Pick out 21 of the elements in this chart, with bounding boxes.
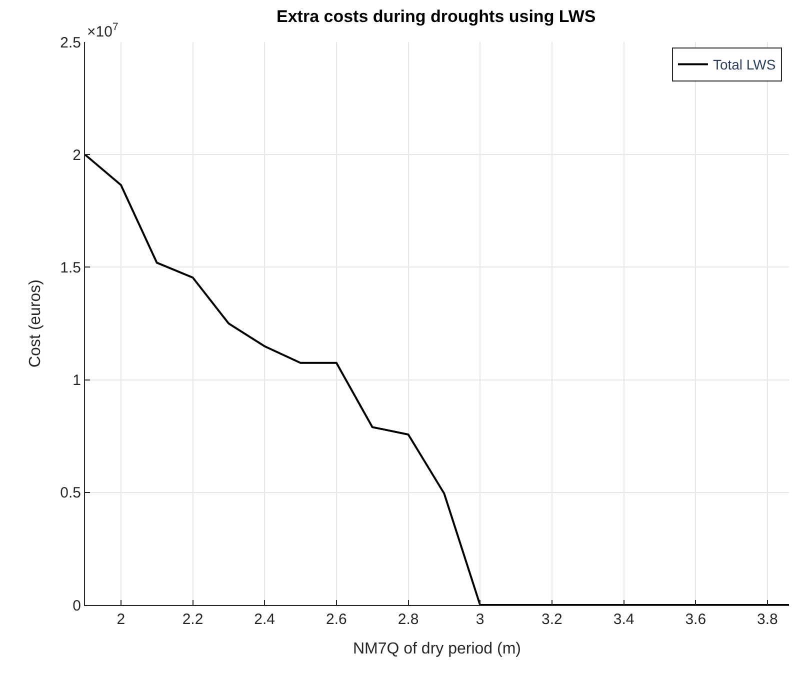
legend-label: Total LWS (712, 56, 776, 73)
x-tick-label: 3 (476, 611, 484, 628)
y-tick-label: 1.5 (60, 259, 81, 276)
x-axis-title: NM7Q of dry period (m) (352, 640, 522, 658)
x-tick-label: 3.4 (613, 611, 634, 628)
chart-title: Extra costs during droughts using LWS (276, 7, 596, 26)
text: ×10$^{7}$ (87, 21, 118, 40)
x-tick-label: 3.2 (542, 611, 562, 628)
y-tick-label: 0.5 (60, 484, 81, 502)
x-tick-label: 3.6 (685, 611, 706, 628)
y-tick-label: 2.5 (60, 34, 81, 52)
x-tick-label: 2.8 (398, 611, 419, 628)
y-tick-label: 1 (72, 372, 81, 390)
x-tick-label: 2.6 (326, 611, 347, 628)
y-tick-label: 2 (72, 146, 81, 164)
x-tick-label: 2 (116, 611, 126, 628)
x-tick-label: 2.4 (254, 611, 276, 628)
y-axis-title: Cost (euros) (27, 279, 44, 368)
x-tick-label: 2.2 (182, 611, 204, 628)
y-tick-label: 0 (72, 597, 81, 614)
x-tick-label: 3.8 (757, 611, 778, 628)
